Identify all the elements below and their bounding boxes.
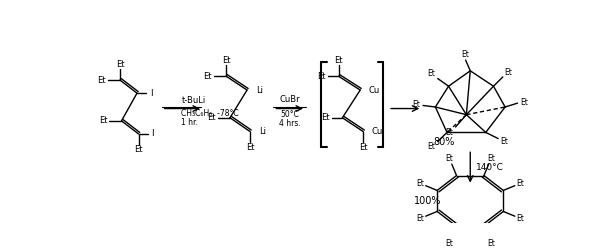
Text: Et: Et xyxy=(97,76,106,84)
Text: Et: Et xyxy=(428,142,436,151)
Text: Et: Et xyxy=(116,60,124,69)
Text: Et: Et xyxy=(487,154,495,163)
Text: Et: Et xyxy=(246,142,254,152)
Text: Et: Et xyxy=(445,154,454,163)
Text: Et: Et xyxy=(517,214,524,223)
Text: Cu: Cu xyxy=(371,127,383,136)
Text: Et: Et xyxy=(487,239,495,248)
Text: Et: Et xyxy=(334,56,343,65)
Text: Et: Et xyxy=(461,50,470,59)
Text: Et: Et xyxy=(203,72,212,81)
Text: t-BuLi: t-BuLi xyxy=(182,96,206,105)
Text: Et: Et xyxy=(134,145,143,154)
Text: Et: Et xyxy=(517,179,524,188)
Text: Et: Et xyxy=(317,72,326,81)
Text: CH₃C₆H₅, -78°C: CH₃C₆H₅, -78°C xyxy=(181,110,239,118)
Text: 50°C: 50°C xyxy=(280,110,299,119)
Text: Et: Et xyxy=(412,100,420,109)
Text: 80%: 80% xyxy=(433,137,454,147)
Text: Et: Et xyxy=(428,70,436,78)
Text: 100%: 100% xyxy=(415,196,442,206)
Text: Et: Et xyxy=(445,128,453,137)
Text: Li: Li xyxy=(256,86,263,94)
Text: Et: Et xyxy=(416,179,424,188)
Text: Et: Et xyxy=(416,214,424,223)
Text: Li: Li xyxy=(259,127,266,136)
Text: Et: Et xyxy=(222,56,230,65)
Text: I: I xyxy=(151,130,154,138)
Text: 4 hrs.: 4 hrs. xyxy=(279,119,301,128)
Text: Et: Et xyxy=(321,113,329,122)
Text: Et: Et xyxy=(520,98,527,107)
Text: Et: Et xyxy=(98,116,107,125)
Text: Et: Et xyxy=(207,113,215,122)
Text: I: I xyxy=(149,89,152,98)
Text: Et: Et xyxy=(500,137,508,146)
Text: 1 hr.: 1 hr. xyxy=(181,118,198,127)
Text: Cu: Cu xyxy=(368,86,380,94)
Text: CuBr: CuBr xyxy=(280,95,300,104)
Text: 140°C: 140°C xyxy=(476,162,505,172)
Text: Et: Et xyxy=(445,239,454,248)
Text: Et: Et xyxy=(504,68,512,77)
Text: Et: Et xyxy=(359,142,368,152)
